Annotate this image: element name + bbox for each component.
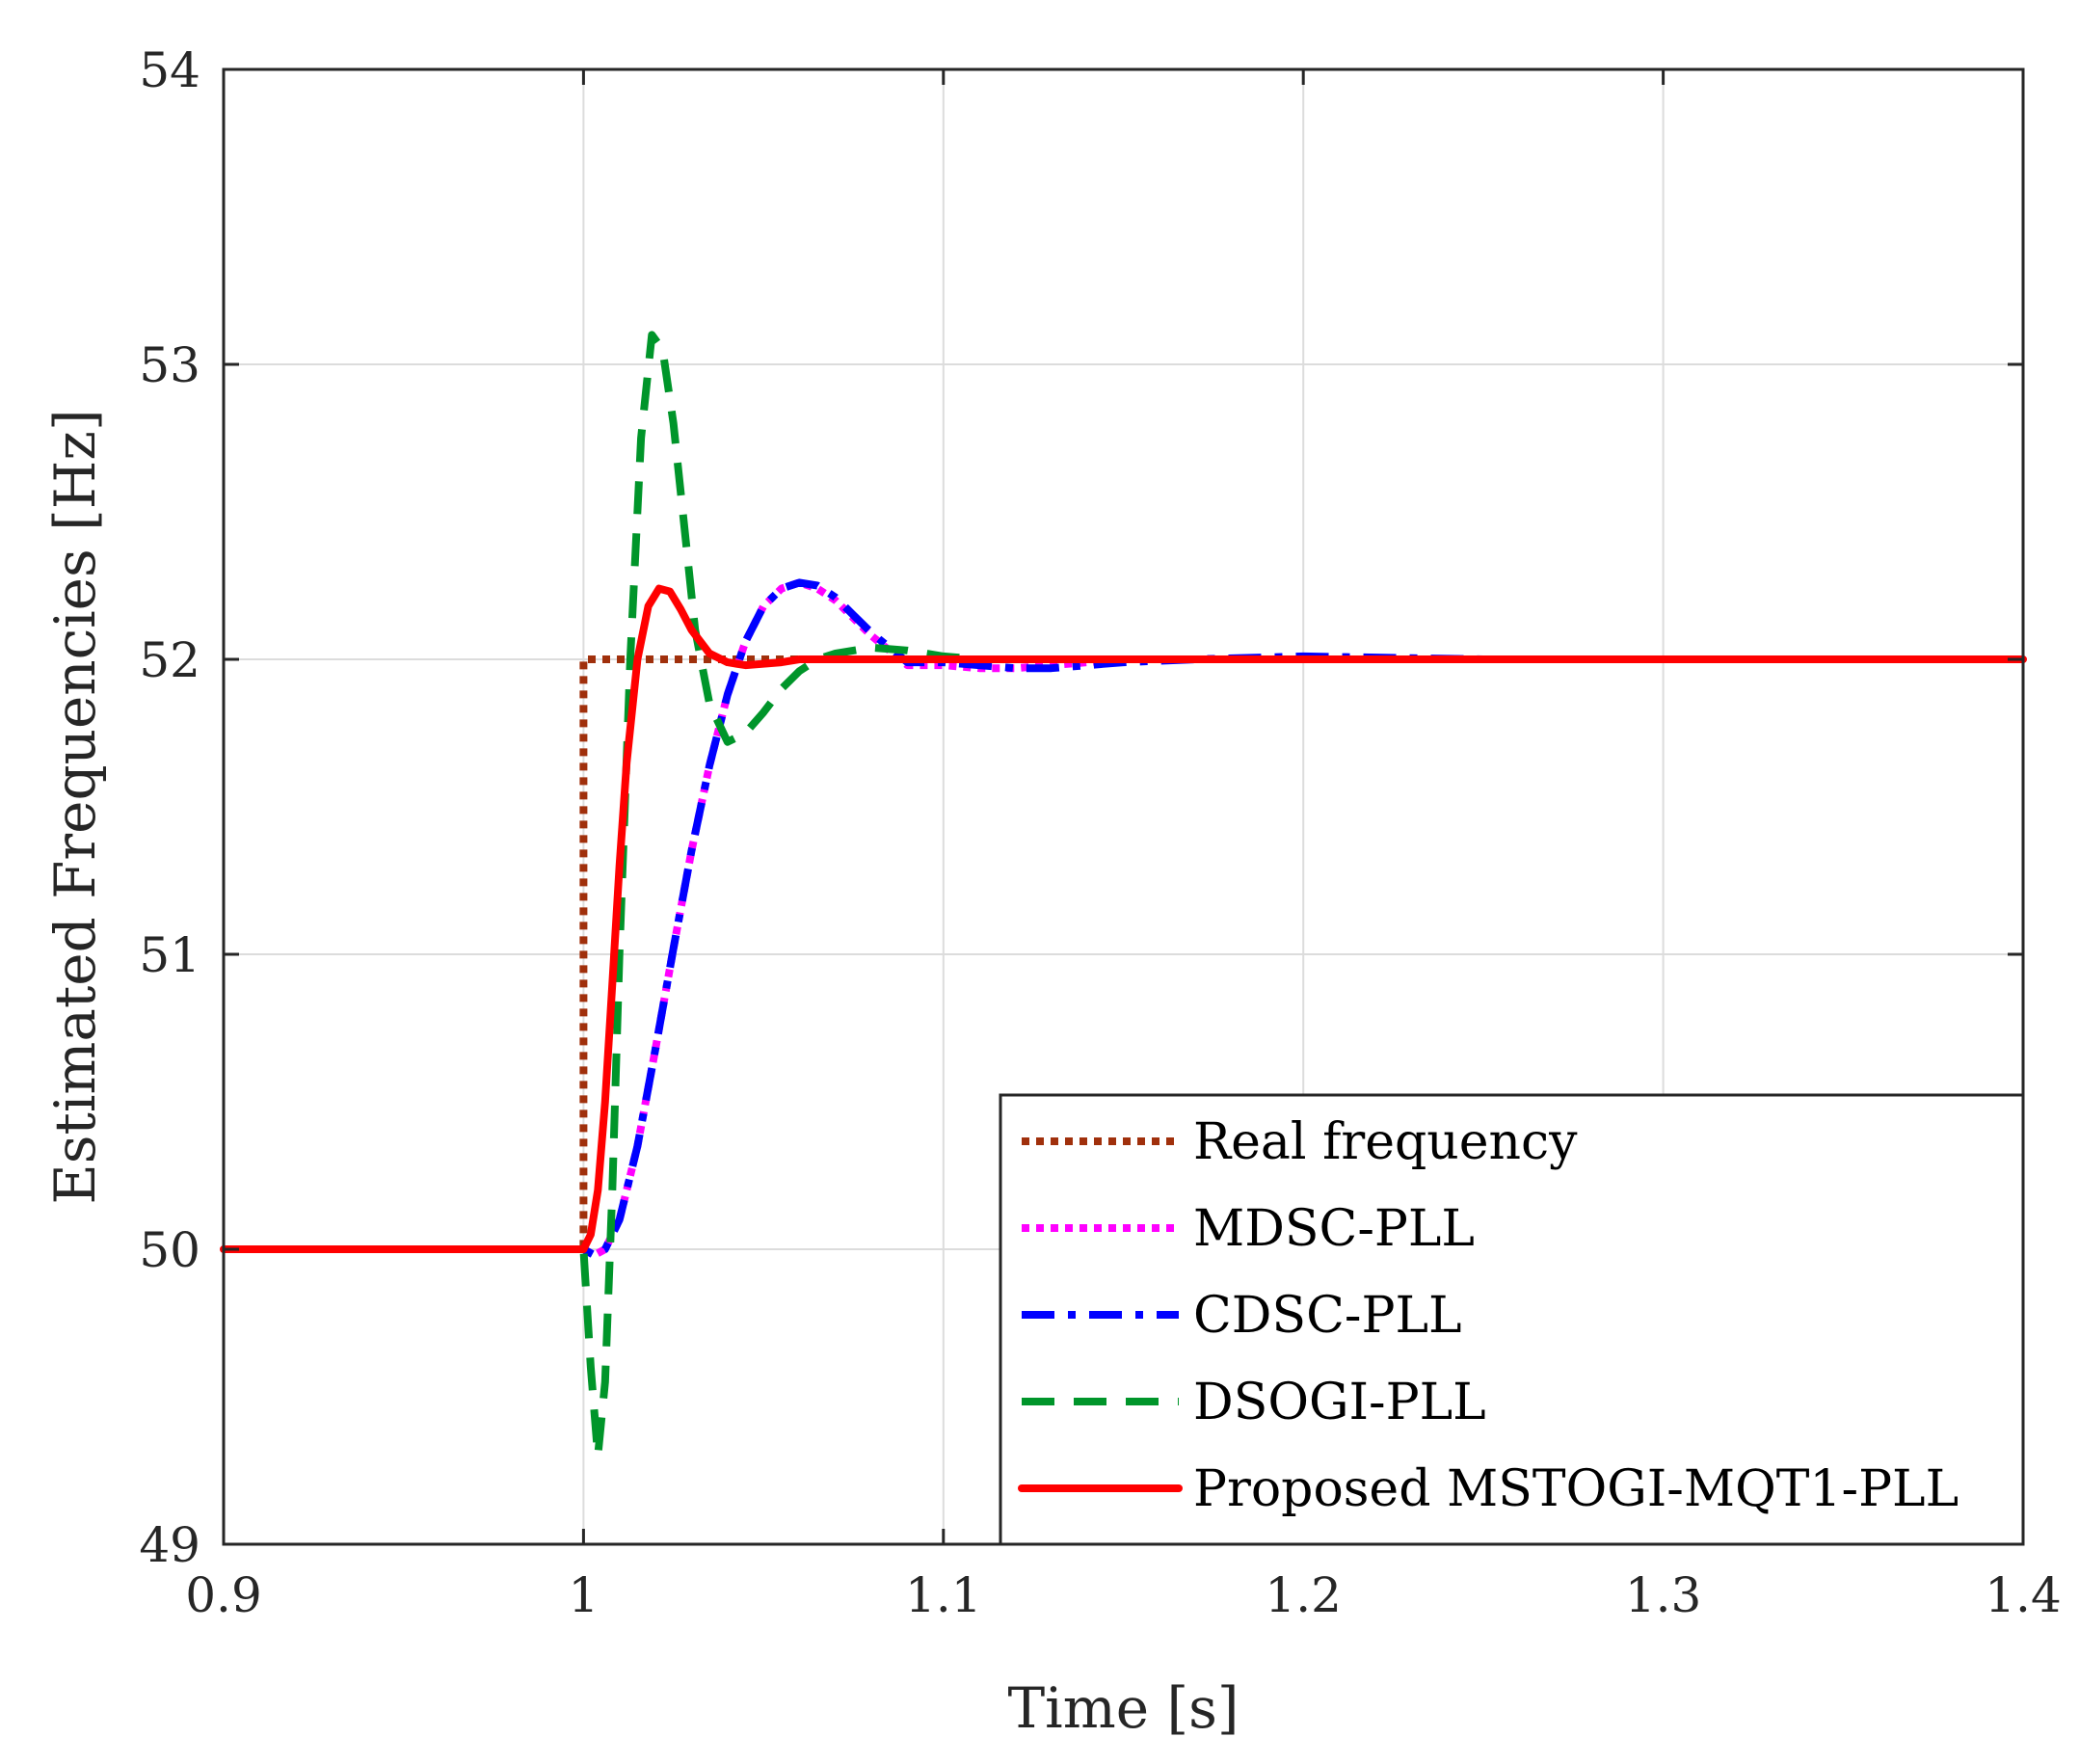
y-tick-label: 49 (139, 1517, 200, 1573)
legend: Real frequency MDSC-PLL CDSC-PLL DSOGI-PLL P… (999, 1093, 2025, 1546)
tick-labels: 0.9 1 1.1 1.2 1.3 1.4 49 50 51 52 53 54 (139, 42, 2061, 1623)
y-tick-label: 54 (139, 42, 200, 98)
legend-box (999, 1093, 2025, 1546)
legend-label-cdsc-pll: CDSC-PLL (1193, 1287, 1462, 1345)
x-axis-label: Time [s] (1007, 1675, 1239, 1741)
x-tick-label: 1.2 (1265, 1567, 1342, 1623)
series-line-mdsc-pll (224, 578, 2023, 1260)
x-tick-label: 1 (568, 1567, 599, 1623)
y-tick-label: 50 (139, 1222, 200, 1278)
x-tick-label: 0.9 (185, 1567, 262, 1623)
x-tick-label: 1.1 (905, 1567, 982, 1623)
y-tick-label: 51 (139, 927, 200, 983)
legend-label-proposed-mstogi-mqt1-pll: Proposed MSTOGI-MQT1-PLL (1193, 1460, 1959, 1518)
legend-label-real-frequency: Real frequency (1193, 1113, 1578, 1171)
y-tick-label: 53 (139, 337, 200, 393)
x-tick-label: 1.3 (1625, 1567, 1702, 1623)
series-lines (220, 331, 2027, 1460)
y-tick-label: 52 (139, 632, 200, 688)
y-axis-label: Estimated Frequencies [Hz] (42, 409, 108, 1204)
x-tick-label: 1.4 (1985, 1567, 2062, 1623)
legend-label-mdsc-pll: MDSC-PLL (1193, 1200, 1475, 1258)
series-line-proposed-mstogi-mqt1-pll (220, 584, 2027, 1253)
legend-label-dsogi-pll: DSOGI-PLL (1193, 1374, 1486, 1431)
